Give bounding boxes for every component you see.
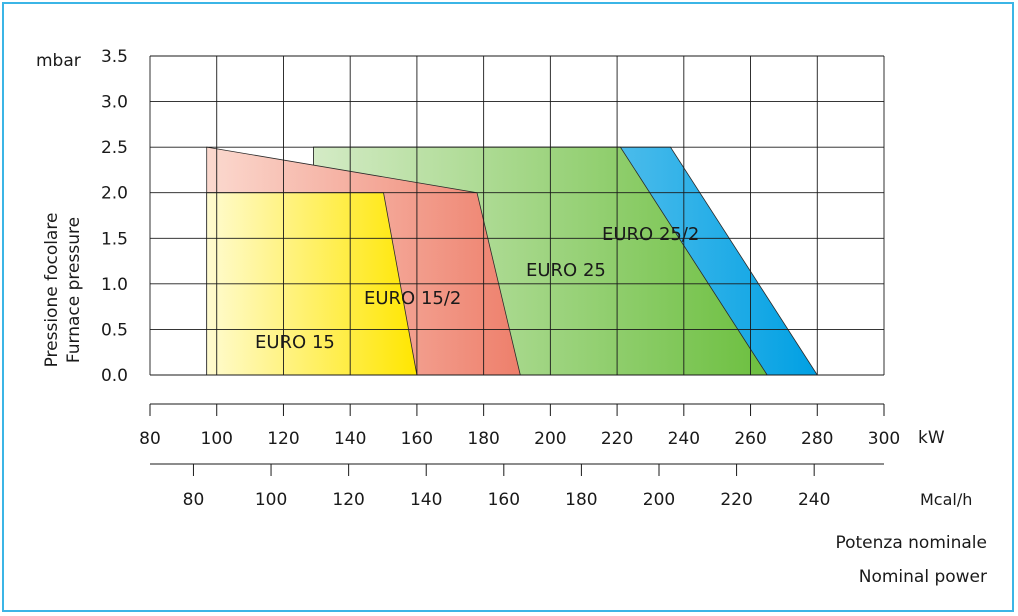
y-tick-label: 2.5: [101, 138, 128, 158]
series-label-euro-15: EURO 15: [255, 332, 335, 353]
y-tick-label: 3.5: [101, 47, 128, 67]
mcal-tick-label: 200: [643, 490, 675, 510]
y-tick-label: 0.0: [101, 366, 128, 386]
grid-lines: [149, 55, 885, 376]
y-unit-label: mbar: [36, 51, 81, 71]
y-tick-label: 3.0: [101, 93, 128, 113]
kw-axis: 80 100 120 140 160 180 200 220 240 260 280 300: [139, 403, 900, 449]
y-tick-label: 1.0: [101, 275, 128, 295]
y-tick-labels: 0.0 0.5 1.0 1.5 2.0 2.5 3.0 3.5: [101, 47, 128, 386]
mcal-tick-label: 240: [798, 490, 830, 510]
mcal-tick-label: 100: [255, 490, 287, 510]
mcal-tick-label: 120: [332, 490, 364, 510]
mcal-tick-label: 140: [410, 490, 442, 510]
kw-tick-label: 240: [668, 429, 700, 449]
y-axis-title-line-2: Furnace pressure: [64, 217, 84, 363]
series-label-euro-15-2: EURO 15/2: [364, 288, 461, 309]
mcal-tick-label: 180: [565, 490, 597, 510]
x-axis-title-line-1: Potenza nominale: [835, 533, 987, 553]
mcal-tick-label: 220: [720, 490, 752, 510]
mcal-unit-label: Mcal/h: [920, 490, 972, 509]
y-axis-title-line-1: Pressione focolare: [42, 213, 62, 368]
mcal-tick-label: 80: [183, 490, 205, 510]
kw-tick-label: 120: [267, 429, 299, 449]
kw-tick-label: 260: [734, 429, 766, 449]
kw-tick-label: 160: [401, 429, 433, 449]
y-tick-label: 1.5: [101, 229, 128, 249]
series-label-euro-25: EURO 25: [526, 260, 606, 281]
series-labels: EURO 25/2 EURO 25 EURO 15/2 EURO 15: [255, 224, 699, 353]
kw-unit-label: kW: [918, 428, 945, 448]
kw-tick-label: 180: [467, 429, 499, 449]
kw-tick-label: 80: [139, 429, 161, 449]
kw-tick-label: 100: [201, 429, 233, 449]
y-tick-label: 2.0: [101, 184, 128, 204]
kw-tick-label: 280: [801, 429, 833, 449]
mcal-tick-label: 160: [488, 490, 520, 510]
kw-tick-label: 140: [334, 429, 366, 449]
y-tick-label: 0.5: [101, 320, 128, 340]
kw-tick-label: 300: [868, 429, 900, 449]
kw-tick-label: 220: [601, 429, 633, 449]
kw-tick-label: 200: [534, 429, 566, 449]
series-label-euro-25-2: EURO 25/2: [602, 224, 699, 245]
mcal-axis: 80 100 120 140 160 180 200 220 240: [150, 463, 884, 510]
x-axis-title-line-2: Nominal power: [859, 567, 987, 587]
